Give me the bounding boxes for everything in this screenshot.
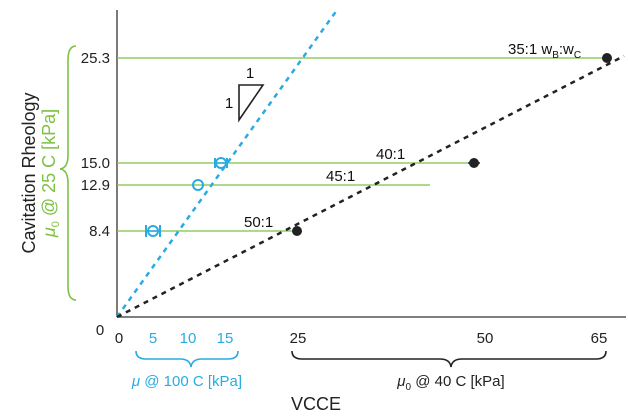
black-point-1 (292, 226, 302, 236)
y-tick-25-3: 25.3 (81, 50, 110, 67)
y-tick-15-0: 15.0 (81, 155, 110, 172)
label-35-1: 35:1 wB:wC (508, 41, 581, 61)
y-axis-subtitle: μ0 @ 25 C [kPa] (39, 109, 62, 238)
green-brace (59, 45, 77, 301)
blue-fit-line (115, 9, 339, 318)
y-axis-title: Cavitation Rheology (19, 92, 39, 253)
x-blue-tick-15: 15 (217, 330, 234, 347)
triangle-label-top: 1 (246, 65, 254, 82)
blue-point-1 (145, 225, 161, 237)
blue-point-3 (214, 157, 228, 169)
triangle-label-left: 1 (225, 95, 233, 112)
x-blue-tick-0: 0 (115, 330, 123, 347)
x-black-tick-65: 65 (591, 330, 608, 347)
slope-triangle (238, 84, 265, 123)
label-40-1: 40:1 (376, 146, 405, 163)
y-tick-12-9: 12.9 (81, 177, 110, 194)
x-black-tick-25: 25 (290, 330, 307, 347)
black-point-3 (602, 53, 612, 63)
label-45-1: 45:1 (326, 168, 355, 185)
x-blue-axis-label: μ @ 100 C [kPa] (131, 373, 242, 390)
x-blue-tick-10: 10 (180, 330, 197, 347)
x-black-axis-label: μ0 @ 40 C [kPa] (396, 373, 504, 393)
x-black-tick-50: 50 (477, 330, 494, 347)
y-origin-label: 0 (96, 322, 104, 339)
label-50-1: 50:1 (244, 214, 273, 231)
black-point-2 (468, 158, 480, 168)
blue-point-2 (192, 179, 204, 191)
blue-brace (135, 350, 239, 368)
black-brace (291, 350, 607, 368)
x-axis-title: VCCE (291, 394, 341, 414)
y-tick-8-4: 8.4 (89, 223, 110, 240)
x-blue-tick-5: 5 (149, 330, 157, 347)
